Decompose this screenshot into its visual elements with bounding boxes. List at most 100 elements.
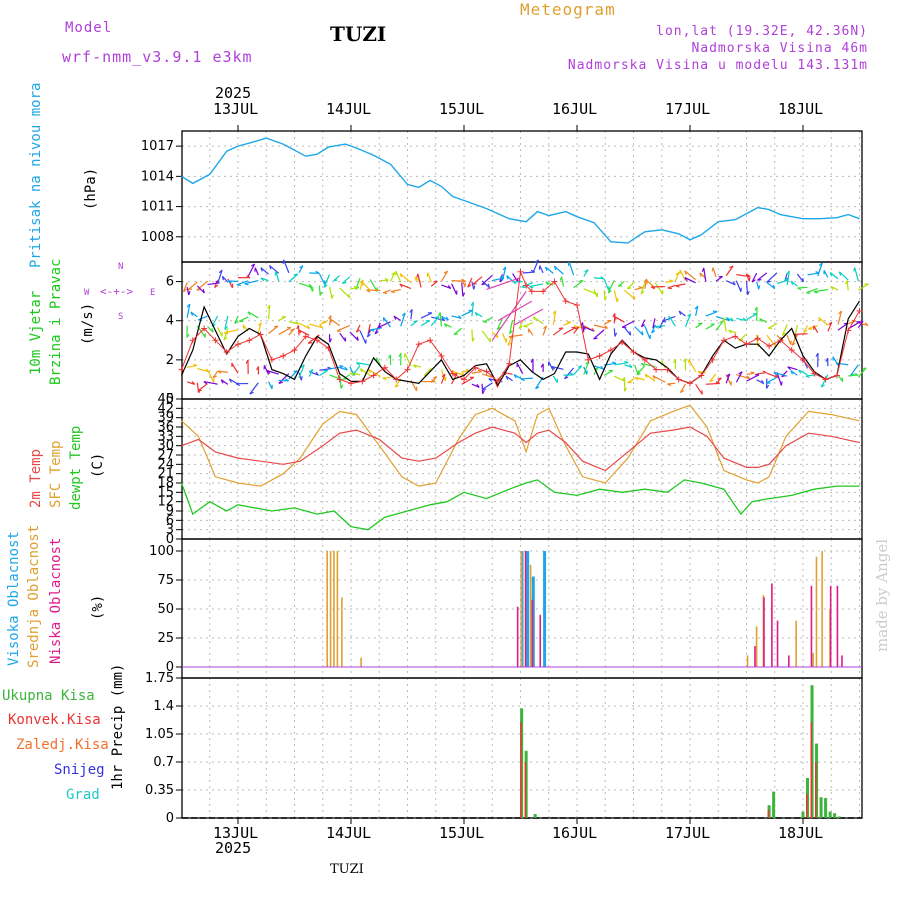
wind-arrow-head [489,337,492,343]
wind-arrow-head [370,329,375,332]
legend-snow: Snijeg [54,762,105,778]
wind-arrow-head [806,292,811,294]
cloud-bar [526,551,530,667]
wind-arrow [234,316,239,324]
wind-arrow [695,383,703,395]
model-label: Model [65,20,113,36]
wind-arrow [186,303,191,318]
wind-arrow-head [191,381,196,385]
cloud-bar [543,551,547,667]
wind-arrow-head [426,272,429,277]
wind-arrow [790,280,798,287]
legend-frz: Zaledj.Kisa [16,737,109,753]
wind-arrow [715,377,722,385]
day-bottom-6: 18JUL [778,824,824,842]
wind-arrow-head [366,289,371,293]
wind-arrow-head [678,310,682,315]
y-tick-label: 9 [166,504,174,519]
wind-arrow-head [669,279,674,282]
y-tick-label: 4 [166,314,174,329]
wind-arrow-head [413,320,418,323]
wind-arrow [786,270,790,285]
wind-arrow [684,270,697,281]
precip-bar [801,811,805,818]
wind-arrow [361,281,371,291]
wind-arrow-head [569,372,574,376]
wind-arrow [244,280,259,285]
day-top-3: 15JUL [439,100,485,118]
wind-arrow-head [256,366,260,371]
wind-arrow [341,276,351,284]
wind-arrow-head [634,376,639,381]
compass-n: N [118,262,124,272]
wind-arrow-long [514,308,544,326]
wind-arrow [471,281,475,290]
y-tick-label: 2 [166,353,174,368]
wind-arrow [451,283,458,295]
wind-arrow [678,310,686,317]
wind-arrow [461,310,473,317]
wind-arrow [667,382,676,385]
wind-arrow-head [367,333,371,338]
wind-arrow [430,376,438,384]
wind-arrow-head [797,287,802,291]
wind-arrow-head [746,375,751,380]
wind-arrow [640,319,646,328]
wind-arrow-head [579,279,584,282]
wind-arrow-head [382,317,385,322]
wind-arrow [705,323,715,330]
wind-arrow [521,282,534,288]
wind-arrow-head [742,317,747,321]
precip-conv-bar [524,762,527,818]
wind-arrow-head [712,310,718,313]
wind-arrow [417,273,422,288]
wind-arrow [224,315,229,330]
wind-arrow-head [183,288,187,293]
wind-arrow [323,274,331,288]
precip-conv-bar [815,762,817,818]
cloud-bar [341,597,343,667]
wind-arrow-head [462,292,466,297]
wind-arrow [552,327,564,336]
wind-arrow [745,273,750,282]
wind-arrow [568,261,575,276]
wind-arrow [613,315,625,323]
wind-arrow [420,312,433,319]
wind-arrow-head [790,340,792,345]
day-bottom-3: 15JUL [439,824,485,842]
wind-arrow [359,330,367,344]
wind-arrow [516,362,524,375]
wind-arrow [298,322,310,330]
wind-arrow-long [491,291,527,341]
wind-arrow-head [476,383,480,388]
wind-arrow-head [829,272,833,277]
wind-arrow-head [416,273,419,278]
wind-arrow [482,317,493,323]
wind-arrow-head [534,259,539,263]
wind-arrow-head [235,383,240,387]
wind-arrow [471,383,480,388]
wind-arrow [583,361,590,375]
wind-arrow-head [444,376,447,381]
cloud-bar [524,551,527,667]
wind-arrow [776,279,789,285]
wind-arrow-head [513,374,517,379]
wind-arrow [400,312,406,327]
sfc-temp-line [181,404,860,487]
wind-arrow [746,313,758,321]
wind-arrow [339,287,351,299]
wind-arrow [472,276,483,285]
wind-arrow [684,276,696,284]
legend-hail: Grad [66,787,100,803]
wind-arrow [298,329,310,336]
wind-arrow [846,280,849,291]
lonlat-text: lon,lat (19.32E, 42.36N) [656,24,868,39]
wind-arrow-head [738,371,743,375]
y-tick-label: 15 [157,485,174,500]
wind-arrow-head [593,337,598,340]
wind-arrow-head [790,370,794,375]
wind-arrow-head [382,377,387,381]
wind-arrow-head [530,358,534,363]
wind-arrow [430,316,440,327]
wind-arrow [735,371,743,383]
